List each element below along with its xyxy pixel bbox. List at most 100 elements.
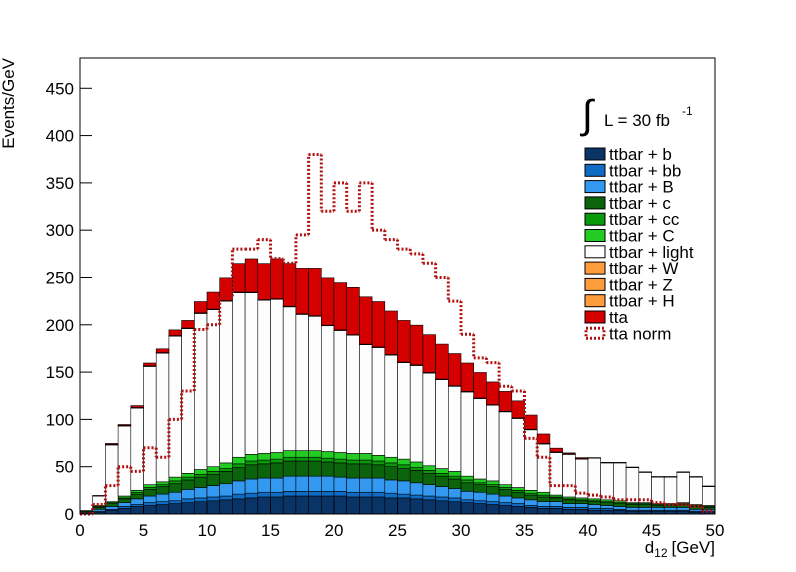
bar-segment <box>232 463 246 468</box>
legend-label: ttbar + b <box>609 145 672 164</box>
bar-segment <box>397 464 411 469</box>
bar-segment <box>143 484 157 488</box>
bar-segment <box>397 497 411 515</box>
bar-segment <box>587 457 601 500</box>
bar-segment <box>409 324 424 366</box>
x-tick-label: 45 <box>642 521 661 540</box>
bar-segment <box>333 282 347 331</box>
bar-segment <box>130 498 144 505</box>
bar-segment <box>181 473 195 478</box>
bar-segment <box>206 485 220 498</box>
bar-segment <box>460 482 474 492</box>
bar-segment <box>244 460 259 466</box>
bar-segment <box>511 506 525 515</box>
bar-segment <box>422 495 436 501</box>
bar-segment <box>346 459 360 465</box>
bar-segment <box>498 502 513 506</box>
bar-segment <box>384 479 398 494</box>
bar-segment <box>333 452 347 460</box>
bar-segment <box>486 493 500 503</box>
bar-segment <box>549 452 563 496</box>
bar-segment <box>524 507 538 515</box>
bar-segment <box>194 313 208 470</box>
bar-segment <box>308 475 322 492</box>
bar-segment <box>473 478 487 484</box>
bar-segment <box>232 456 246 465</box>
bar-segment <box>181 320 195 329</box>
bar-segment <box>486 501 500 505</box>
bar-segment <box>422 470 436 474</box>
bar-segment <box>409 494 424 500</box>
bar-segment <box>536 433 551 444</box>
bar-segment <box>689 476 703 505</box>
bar-segment <box>155 493 170 503</box>
bar-segment <box>460 475 474 481</box>
bar-segment <box>282 456 297 462</box>
y-tick-label: 150 <box>46 363 74 382</box>
lumi-exponent: -1 <box>682 104 693 118</box>
bar-segment <box>409 461 424 468</box>
bar-segment <box>244 464 259 480</box>
bar-segment <box>181 476 195 481</box>
bar-segment <box>397 493 411 499</box>
bar-segment <box>613 503 627 507</box>
bar-segment <box>460 391 474 477</box>
bar-segment <box>447 488 462 499</box>
bar-segment <box>206 496 220 502</box>
bar-segment <box>600 509 614 515</box>
bar-segment <box>371 455 386 462</box>
bar-segment <box>524 490 538 494</box>
bar-segment <box>219 495 233 501</box>
bar-segment <box>397 362 411 460</box>
bar-segment <box>498 411 513 485</box>
bar-segment <box>498 505 513 515</box>
bar-segment <box>587 501 601 505</box>
bar-segment <box>371 464 386 479</box>
bar-segment <box>638 507 652 511</box>
bar-segment <box>143 502 157 506</box>
bar-segment <box>409 482 424 496</box>
x-axis-title-unit: [GeV] <box>672 538 715 557</box>
bar-segment <box>460 362 474 392</box>
legend-swatch <box>584 229 606 242</box>
bar-segment <box>282 495 297 515</box>
bar-segment <box>320 495 335 515</box>
bar-segment <box>422 334 436 373</box>
bar-segment <box>409 467 424 471</box>
bar-segment <box>435 379 449 469</box>
bar-segment <box>562 499 576 504</box>
bar-segment <box>194 301 208 314</box>
legend-swatch <box>584 212 606 226</box>
bar-segment <box>473 398 487 480</box>
legend-swatch <box>584 147 606 161</box>
bar-segment <box>308 456 322 462</box>
bar-segment <box>676 472 690 503</box>
bar-segment <box>194 473 208 478</box>
x-axis-title-main: d <box>645 538 654 557</box>
bar-segment <box>397 468 411 482</box>
bar-segment <box>397 458 411 466</box>
bar-segment <box>232 263 246 293</box>
bar-segment <box>562 503 576 508</box>
bar-segment <box>206 466 220 472</box>
bar-segment <box>435 500 449 515</box>
bar-segment <box>257 453 271 461</box>
bar-segment <box>397 480 411 495</box>
bar-segment <box>549 497 563 503</box>
bar-segment <box>270 477 284 493</box>
y-tick-label: 400 <box>46 127 74 146</box>
bar-segment <box>447 497 462 503</box>
legend-swatch <box>584 261 606 275</box>
x-tick-label: 30 <box>452 521 471 540</box>
bar-segment <box>232 467 246 482</box>
bar-segment <box>486 504 500 515</box>
bar-segment <box>232 480 246 495</box>
bar-segment <box>460 499 474 503</box>
bar-segment <box>168 480 182 485</box>
bar-segment <box>181 498 195 503</box>
bar-segment <box>257 263 271 300</box>
bar-segment <box>409 498 424 515</box>
bar-segment <box>282 450 297 458</box>
bar-segment <box>181 479 195 490</box>
bar-segment <box>498 484 513 488</box>
